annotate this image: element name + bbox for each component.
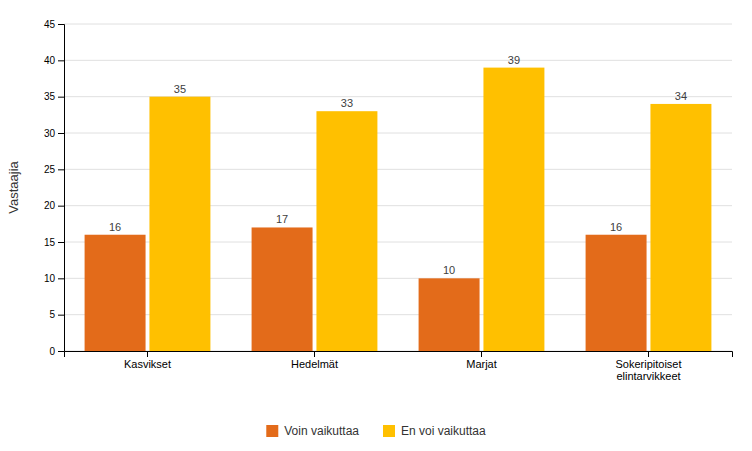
bar bbox=[85, 235, 146, 351]
x-tick-label-line: Marjat bbox=[466, 358, 497, 370]
y-tick-label: 25 bbox=[44, 164, 56, 175]
y-tick: 15 bbox=[44, 237, 64, 248]
bar bbox=[419, 278, 480, 351]
x-tick-label-line: elintarvikkeet bbox=[616, 370, 680, 382]
y-tick-mark bbox=[58, 60, 64, 61]
plot: 0 5 10 15 20 25 30 35 40 45 Kasvikset Hedelmät Marja… bbox=[44, 19, 733, 383]
y-axis: 0 5 10 15 20 25 30 35 40 45 bbox=[44, 19, 65, 357]
x-tick-mark bbox=[147, 351, 148, 357]
y-axis-line bbox=[58, 25, 65, 352]
y-tick-label: 5 bbox=[49, 309, 55, 320]
y-tick-label: 10 bbox=[44, 273, 56, 284]
y-tick: 45 bbox=[44, 19, 64, 30]
x-tick-label: Sokeripitoisetelintarvikkeet bbox=[615, 358, 681, 383]
legend-label: En voi vaikuttaa bbox=[401, 424, 486, 438]
bar bbox=[650, 104, 711, 351]
x-tick-label: Marjat bbox=[466, 358, 497, 370]
data-label: 10 bbox=[443, 264, 455, 276]
data-label: 34 bbox=[675, 90, 687, 102]
data-label: 16 bbox=[109, 221, 121, 233]
grid-line bbox=[64, 24, 732, 25]
y-tick-mark bbox=[58, 24, 64, 25]
data-label: 35 bbox=[174, 83, 186, 95]
legend-item: Voin vaikuttaa bbox=[266, 424, 359, 438]
x-tick-label: Hedelmät bbox=[291, 358, 338, 370]
y-tick: 35 bbox=[44, 91, 64, 102]
x-tick: Kasvikset bbox=[124, 351, 171, 370]
data-label: 39 bbox=[508, 54, 520, 66]
chart: 0 5 10 15 20 25 30 35 40 45 Kasvikset Hedelmät Marja… bbox=[0, 0, 752, 451]
y-tick-mark bbox=[58, 206, 64, 207]
grid bbox=[64, 24, 732, 351]
y-tick-label: 15 bbox=[44, 237, 56, 248]
x-axis-line bbox=[65, 352, 733, 358]
bar bbox=[149, 97, 210, 351]
data-label: 33 bbox=[341, 97, 353, 109]
y-tick-mark bbox=[58, 351, 64, 352]
y-tick: 40 bbox=[44, 55, 64, 66]
x-tick-label: Kasvikset bbox=[124, 358, 171, 370]
data-label: 16 bbox=[610, 221, 622, 233]
bar bbox=[252, 227, 313, 351]
bar bbox=[586, 235, 647, 351]
x-axis: Kasvikset Hedelmät Marjat Sokeripitoiseteli… bbox=[65, 351, 733, 382]
legend: Voin vaikuttaa En voi vaikuttaa bbox=[266, 424, 486, 438]
y-tick-label: 40 bbox=[44, 55, 56, 66]
y-tick: 25 bbox=[44, 164, 64, 175]
bar bbox=[316, 111, 377, 351]
data-labels: 16 17 10 16 35 33 39 34 bbox=[109, 54, 687, 277]
legend-item: En voi vaikuttaa bbox=[383, 424, 486, 438]
y-tick: 30 bbox=[44, 128, 64, 139]
x-tick: Marjat bbox=[466, 351, 497, 370]
x-tick: Sokeripitoisetelintarvikkeet bbox=[615, 351, 681, 382]
data-label: 17 bbox=[276, 213, 288, 225]
y-axis-title: Vastaajia bbox=[6, 160, 21, 213]
x-tick: Hedelmät bbox=[291, 351, 338, 370]
y-tick-mark bbox=[58, 169, 64, 170]
y-tick-mark bbox=[58, 97, 64, 98]
bar bbox=[483, 68, 544, 351]
y-tick-label: 45 bbox=[44, 19, 56, 30]
y-tick: 10 bbox=[44, 273, 64, 284]
x-tick-label-line: Hedelmät bbox=[291, 358, 338, 370]
legend-swatch bbox=[266, 425, 278, 437]
legend-label: Voin vaikuttaa bbox=[284, 424, 359, 438]
x-tick-mark bbox=[481, 351, 482, 357]
x-tick-mark bbox=[648, 351, 649, 357]
x-tick-label-line: Sokeripitoiset bbox=[615, 358, 681, 370]
y-tick-mark bbox=[58, 315, 64, 316]
y-tick-mark bbox=[58, 133, 64, 134]
y-tick: 5 bbox=[49, 309, 64, 320]
grid-line bbox=[64, 60, 732, 61]
y-tick: 20 bbox=[44, 200, 64, 211]
series bbox=[149, 68, 711, 351]
y-tick-mark bbox=[58, 278, 64, 279]
y-tick-mark bbox=[58, 242, 64, 243]
legend-swatch bbox=[383, 425, 395, 437]
bars bbox=[85, 68, 712, 351]
x-tick-label-line: Kasvikset bbox=[124, 358, 171, 370]
y-tick: 0 bbox=[49, 346, 64, 357]
y-tick-label: 30 bbox=[44, 128, 56, 139]
y-tick-label: 0 bbox=[49, 346, 55, 357]
y-tick-label: 20 bbox=[44, 200, 56, 211]
y-tick-label: 35 bbox=[44, 91, 56, 102]
x-tick-mark bbox=[314, 351, 315, 357]
